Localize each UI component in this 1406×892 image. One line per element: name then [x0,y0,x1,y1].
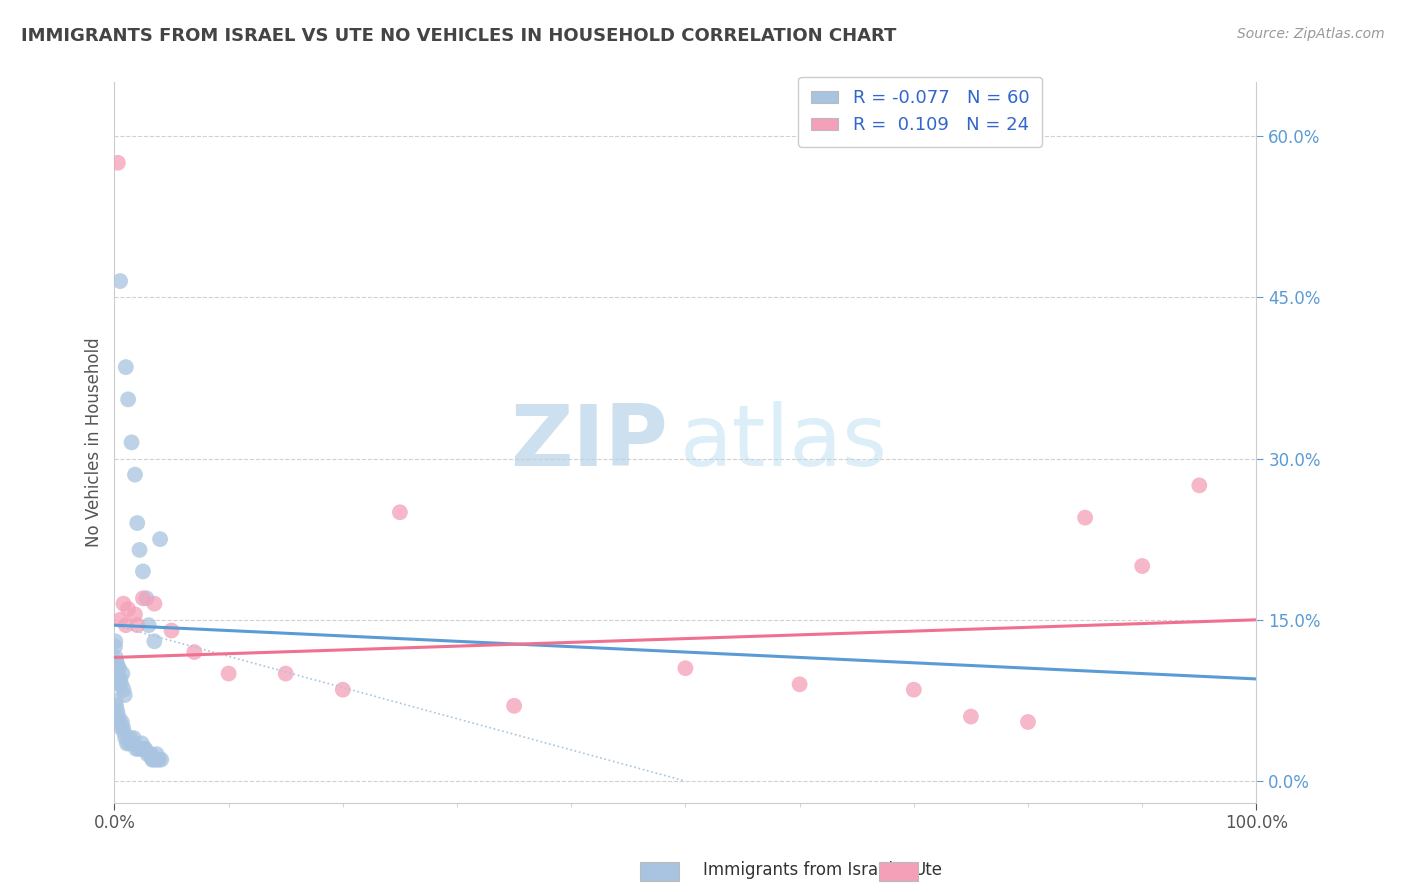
Point [218,666,240,681]
Point [104,640,127,654]
Text: ZIP: ZIP [510,401,668,483]
Point [1017,714,1039,729]
Point [111,720,134,734]
Point [503,698,526,713]
Point [108,274,131,288]
Point [142,753,165,767]
Point [114,731,136,745]
Point [105,656,128,670]
Point [127,618,149,632]
Point [117,392,139,407]
Point [114,360,136,375]
Point [129,741,152,756]
Point [111,666,134,681]
Point [112,725,135,739]
Point [124,467,146,482]
Text: atlas: atlas [679,401,887,483]
Point [127,741,149,756]
Legend: R = -0.077   N = 60, R =  0.109   N = 24: R = -0.077 N = 60, R = 0.109 N = 24 [799,77,1042,147]
Point [121,435,143,450]
Point [132,741,155,756]
Point [128,542,150,557]
Point [160,624,183,638]
Point [150,753,173,767]
Point [107,672,129,686]
Point [673,661,696,675]
Point [114,688,136,702]
Point [146,753,169,767]
Point [118,736,141,750]
Point [107,672,129,686]
Point [903,682,925,697]
Text: Source: ZipAtlas.com: Source: ZipAtlas.com [1237,27,1385,41]
Point [127,516,149,530]
Text: IMMIGRANTS FROM ISRAEL VS UTE NO VEHICLES IN HOUSEHOLD CORRELATION CHART: IMMIGRANTS FROM ISRAEL VS UTE NO VEHICLE… [21,27,897,45]
Point [960,709,983,723]
Point [143,597,166,611]
Point [108,677,131,691]
Point [104,634,127,648]
Point [110,677,132,691]
Point [107,661,129,675]
Point [136,747,159,762]
Point [112,682,135,697]
Point [1130,559,1153,574]
Point [1074,510,1097,524]
Point [145,753,167,767]
Point [132,591,155,606]
Point [274,666,297,681]
Point [115,736,138,750]
Point [122,731,145,745]
Point [104,650,127,665]
Point [789,677,811,691]
Point [105,704,128,718]
Point [132,565,155,579]
Point [135,591,157,606]
Text: Ute: Ute [914,861,943,879]
Point [105,698,128,713]
Point [1188,478,1211,492]
Point [107,156,129,170]
Point [388,505,411,519]
Point [183,645,205,659]
Point [107,666,129,681]
Point [131,736,153,750]
Point [124,607,146,622]
Point [120,731,142,745]
Point [149,532,172,546]
Point [114,618,136,632]
Point [332,682,354,697]
Point [105,656,128,670]
Point [141,753,163,767]
Text: Immigrants from Israel: Immigrants from Israel [703,861,893,879]
Point [111,714,134,729]
Point [110,672,132,686]
Point [110,720,132,734]
Point [108,661,131,675]
Point [108,613,131,627]
Point [125,741,148,756]
Point [145,747,167,762]
Point [104,693,127,707]
Point [107,709,129,723]
Point [134,741,156,756]
Point [117,602,139,616]
Point [108,714,131,729]
Point [143,634,166,648]
Point [148,753,170,767]
Y-axis label: No Vehicles in Household: No Vehicles in Household [86,337,103,547]
Point [105,661,128,675]
Point [112,597,135,611]
Point [139,747,162,762]
Point [121,736,143,750]
Point [138,618,160,632]
Point [139,747,162,762]
